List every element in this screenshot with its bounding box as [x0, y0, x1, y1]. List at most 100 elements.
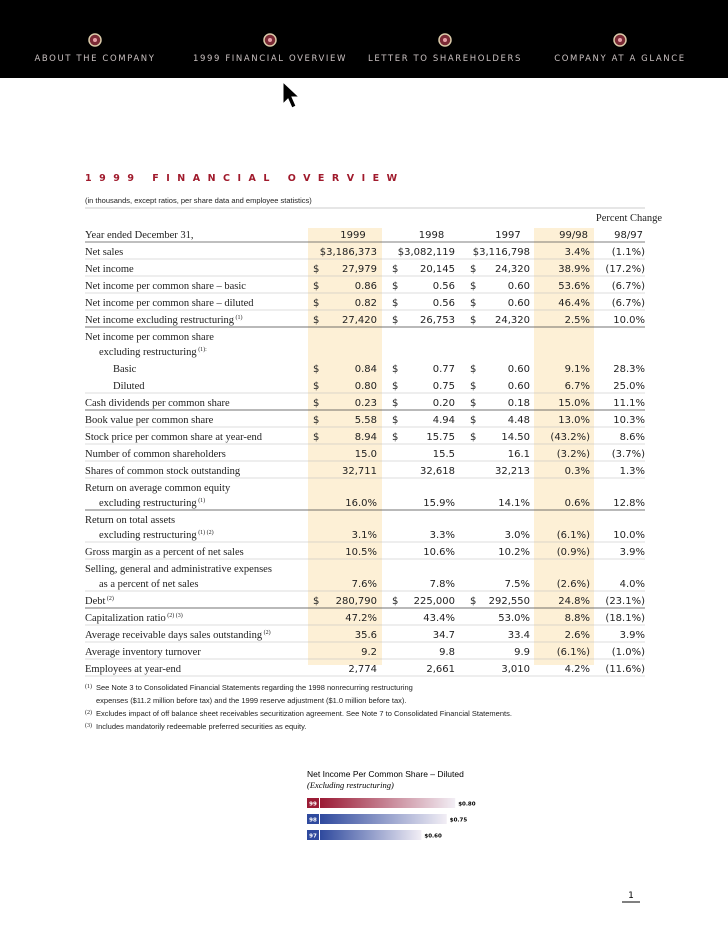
- cell: 2.5%: [565, 315, 590, 326]
- cell: 0.3%: [565, 466, 590, 477]
- cell: 24,320: [495, 264, 530, 275]
- row-label: Net income: [85, 264, 134, 275]
- cell: 0.60: [508, 281, 530, 292]
- cell: 27,979: [342, 264, 377, 275]
- cell: 0.18: [508, 398, 530, 409]
- cell: 32,213: [495, 466, 530, 477]
- currency: $: [470, 315, 476, 326]
- currency: $: [470, 364, 476, 375]
- cell: (2.6%): [557, 579, 590, 590]
- highlight-column: [308, 228, 382, 665]
- nav-bar: [0, 0, 728, 78]
- row-label: Gross margin as a percent of net sales: [85, 547, 244, 558]
- cell: 4.94: [433, 415, 455, 426]
- row-label: Debt: [85, 596, 105, 607]
- cell: 2,661: [426, 664, 455, 675]
- value-label: $0.60: [424, 834, 442, 840]
- cell: 8.6%: [620, 432, 645, 443]
- row-label: Net sales: [85, 247, 123, 258]
- currency: $: [392, 298, 398, 309]
- cell: 7.5%: [505, 579, 530, 590]
- row-label: Net income per common share – basic: [85, 281, 246, 292]
- cell: 0.75: [433, 381, 455, 392]
- bar: [320, 830, 422, 840]
- chart-subtitle: (Excluding restructuring): [307, 780, 394, 790]
- bar: [320, 814, 447, 824]
- cell: (0.9%): [557, 547, 590, 558]
- footnote-marker: (3): [85, 722, 92, 729]
- cell: 9.8: [439, 647, 455, 658]
- category-label: 97: [309, 834, 317, 840]
- cell: 10.2%: [498, 547, 530, 558]
- cell: 3.0%: [505, 530, 530, 541]
- currency: $: [470, 298, 476, 309]
- cell: 7.6%: [352, 579, 377, 590]
- nav-item: COMPANY AT A GLANCE: [554, 54, 686, 64]
- nav-icon-dot: [443, 38, 447, 42]
- cell: 3.3%: [430, 530, 455, 541]
- cell: 0.23: [355, 398, 377, 409]
- cell: 0.80: [355, 381, 377, 392]
- row-label: excluding restructuring: [99, 498, 197, 509]
- cell: 9.9: [514, 647, 530, 658]
- highlight-column: [534, 228, 594, 665]
- cell: 4.2%: [565, 664, 590, 675]
- currency: $: [392, 415, 398, 426]
- cell: 3.1%: [352, 530, 377, 541]
- cell: 46.4%: [558, 298, 590, 309]
- footnote-marker: (2): [85, 709, 92, 716]
- cell: 0.84: [355, 364, 377, 375]
- cell: (17.2%): [605, 264, 645, 275]
- cursor: [282, 80, 301, 109]
- row-label: Return on average common equity: [85, 483, 231, 494]
- currency: $: [392, 264, 398, 275]
- currency: $: [313, 432, 319, 443]
- row-label: as a percent of net sales: [99, 579, 198, 590]
- cell: 0.60: [508, 364, 530, 375]
- cell: 15.75: [426, 432, 455, 443]
- row-label: Net income per common share: [85, 332, 214, 343]
- cell: (6.7%): [612, 281, 645, 292]
- currency: $: [470, 432, 476, 443]
- cell: 35.6: [355, 630, 377, 641]
- currency: $: [313, 281, 319, 292]
- cell: 2.6%: [565, 630, 590, 641]
- cell: 32,711: [342, 466, 377, 477]
- currency: $: [392, 364, 398, 375]
- cell: 15.5: [433, 449, 455, 460]
- cell: 10.3%: [613, 415, 645, 426]
- cell: 3,010: [501, 664, 530, 675]
- cell: (6.7%): [612, 298, 645, 309]
- cell: 3.9%: [620, 630, 645, 641]
- category-box: [307, 798, 319, 808]
- currency: $: [470, 415, 476, 426]
- row-label: Shares of common stock outstanding: [85, 466, 241, 477]
- cell: 5.58: [355, 415, 377, 426]
- cell: 33.4: [508, 630, 530, 641]
- row-label: excluding restructuring: [99, 530, 197, 541]
- row-label: Cash dividends per common share: [85, 398, 230, 409]
- cell: 38.9%: [558, 264, 590, 275]
- footnote: expenses ($11.2 million before tax) and …: [96, 696, 406, 705]
- cell: 0.82: [355, 298, 377, 309]
- cell: 0.56: [433, 281, 455, 292]
- cell: 43.4%: [423, 613, 455, 624]
- row-label: Diluted: [113, 381, 145, 392]
- currency: $: [313, 264, 319, 275]
- currency: $: [313, 381, 319, 392]
- cell: 24,320: [495, 315, 530, 326]
- cell: 10.0%: [613, 530, 645, 541]
- footnote-ref: (2): [264, 629, 271, 636]
- cell: 53.6%: [558, 281, 590, 292]
- footnote: Excludes impact of off balance sheet rec…: [96, 709, 512, 718]
- header-cell: Year ended December 31,: [85, 230, 194, 241]
- chart-title: Net Income Per Common Share – Diluted: [307, 769, 464, 779]
- cell: 0.60: [508, 298, 530, 309]
- currency: $: [313, 298, 319, 309]
- cell: 13.0%: [558, 415, 590, 426]
- cell: (3.7%): [612, 449, 645, 460]
- nav-item: 1999 FINANCIAL OVERVIEW: [193, 54, 347, 64]
- cell: 3.9%: [620, 547, 645, 558]
- footnote-ref: (2) (3): [167, 612, 183, 619]
